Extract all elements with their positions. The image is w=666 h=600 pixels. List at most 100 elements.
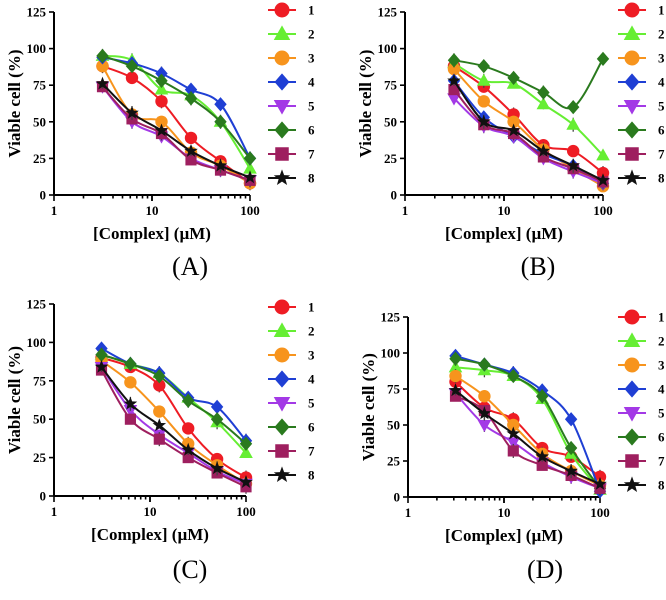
data-point-series-3 [507, 115, 520, 128]
data-point-series-6 [96, 48, 109, 64]
data-point-series-6 [447, 53, 461, 68]
legend-marker-5 [273, 397, 291, 412]
legend-marker-7 [625, 454, 639, 468]
y-tick-label: 125 [381, 310, 401, 325]
legend-label: 3 [308, 51, 315, 66]
panel-caption: (D) [527, 555, 563, 584]
legend-label: 1 [658, 3, 665, 18]
y-tick-label: 100 [27, 335, 47, 350]
data-point-series-8 [154, 123, 169, 137]
legend-label: 5 [308, 396, 315, 411]
data-point-series-2 [596, 148, 610, 161]
legend-label: 6 [308, 123, 315, 138]
data-point-series-5 [506, 437, 521, 450]
fit-curve-series-6 [453, 58, 604, 110]
data-point-series-3 [477, 95, 490, 108]
data-point-series-8 [448, 383, 463, 397]
legend-marker-1 [274, 299, 290, 315]
legend-marker-4 [274, 73, 290, 91]
y-tick-label: 75 [33, 78, 47, 93]
panel-caption: (A) [172, 252, 208, 281]
data-point-series-8 [95, 76, 110, 90]
y-tick-label: 75 [387, 382, 401, 397]
data-point-series-3 [447, 62, 461, 76]
legend-label: 4 [308, 372, 315, 387]
data-point-series-8 [447, 73, 461, 87]
data-point-series-2 [476, 73, 491, 86]
data-point-series-8 [506, 426, 521, 440]
data-point-series-6 [536, 389, 549, 404]
y-tick-label: 0 [40, 489, 47, 504]
legend-marker-1 [624, 2, 640, 18]
legend-marker-8 [273, 169, 291, 185]
data-point-series-8 [123, 396, 138, 410]
legend-label: 2 [308, 27, 315, 42]
fit-curve-series-6 [455, 357, 601, 489]
x-tick-label: 1 [51, 504, 58, 519]
legend-marker-5 [623, 100, 641, 115]
data-point-series-6 [182, 393, 195, 408]
legend-marker-2 [273, 322, 291, 337]
data-point-series-8 [125, 105, 139, 119]
legend-label: 6 [658, 430, 665, 445]
data-point-series-4 [564, 412, 578, 427]
data-point-series-8 [564, 463, 578, 477]
data-point-series-2 [448, 360, 463, 373]
fit-curve-series-4 [102, 56, 251, 159]
legend-label: 7 [308, 444, 315, 459]
legend: 1 2 3 4 5 6 7 8 [618, 309, 665, 493]
data-point-series-8 [477, 406, 492, 420]
legend-marker-3 [274, 50, 290, 66]
data-point-series-4 [210, 399, 224, 415]
data-point-series-6 [507, 368, 520, 384]
legend-marker-8 [273, 466, 291, 482]
data-point-series-2 [154, 82, 169, 95]
data-point-series-6 [153, 369, 166, 384]
legend-label: 7 [308, 147, 315, 162]
data-point-series-3 [155, 115, 168, 128]
data-point-series-8 [94, 359, 109, 373]
data-point-series-3 [449, 369, 462, 383]
y-tick-label: 50 [33, 114, 46, 129]
y-tick-label: 0 [40, 188, 47, 203]
data-point-series-6 [95, 347, 108, 362]
legend-marker-2 [623, 332, 641, 347]
x-axis-title: [Complex] (µM) [91, 525, 209, 544]
legend-marker-1 [624, 309, 640, 325]
legend-marker-6 [274, 121, 290, 139]
legend-label: 5 [658, 99, 665, 114]
legend-label: 8 [658, 171, 665, 186]
legend-label: 2 [658, 27, 665, 42]
data-point-series-8 [566, 158, 580, 172]
legend-label: 1 [308, 300, 315, 315]
data-point-series-1 [184, 131, 198, 145]
data-point-series-5 [477, 420, 492, 433]
y-tick-label: 50 [387, 418, 400, 433]
legend-label: 2 [308, 324, 315, 339]
data-point-series-8 [239, 475, 253, 488]
data-point-series-3 [153, 405, 166, 418]
y-tick-label: 125 [378, 5, 398, 20]
y-tick-label: 25 [33, 151, 47, 166]
data-point-series-3 [478, 390, 491, 403]
data-point-series-3 [96, 59, 109, 73]
data-point-series-8 [593, 476, 607, 490]
legend-label: 5 [308, 99, 315, 114]
data-point-series-6 [507, 70, 520, 86]
data-point-series-2 [536, 97, 551, 110]
legend-marker-7 [275, 147, 289, 161]
data-point-series-6 [239, 436, 253, 451]
data-point-series-3 [124, 376, 137, 389]
data-point-series-2 [239, 445, 253, 458]
data-point-series-1 [155, 95, 168, 108]
y-tick-label: 25 [33, 450, 47, 465]
legend-marker-7 [625, 147, 639, 161]
legend-label: 4 [658, 382, 665, 397]
data-point-series-7 [182, 452, 194, 464]
y-tick-label: 0 [391, 188, 398, 203]
x-axis-title: [Complex] (µM) [93, 224, 211, 243]
x-axis-title: [Complex] (µM) [445, 224, 563, 243]
